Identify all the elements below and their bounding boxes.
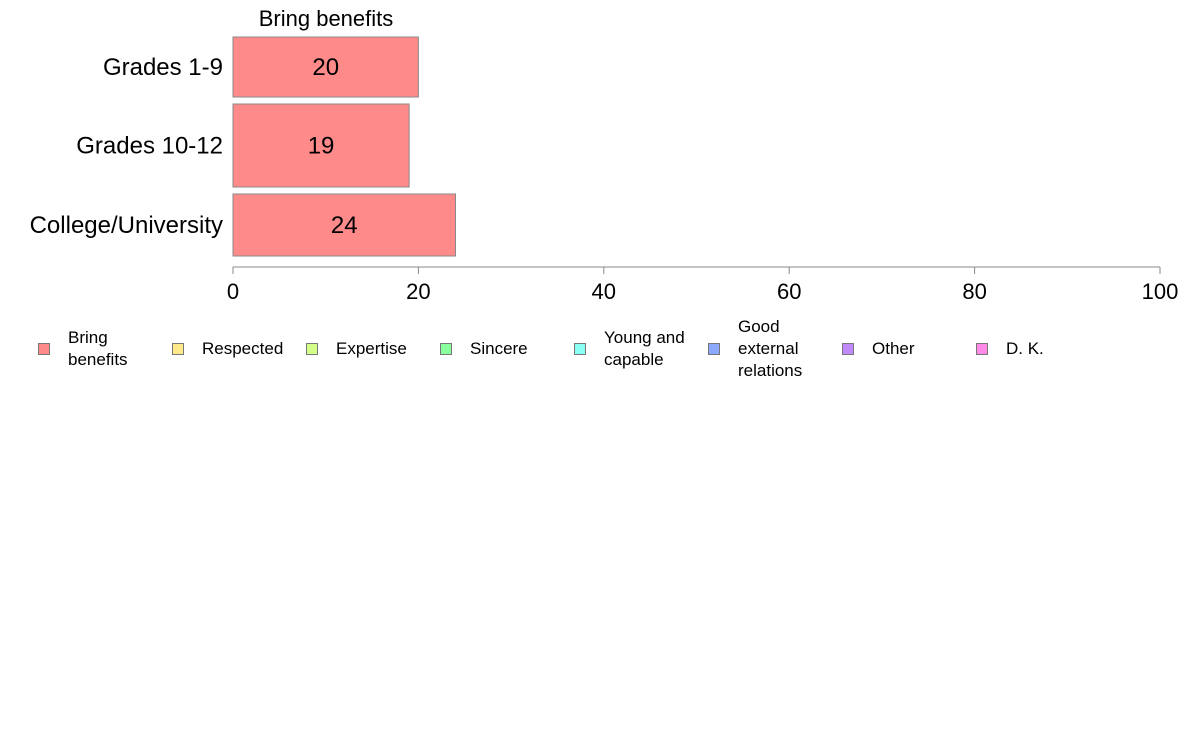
legend-label: Sincere — [470, 339, 528, 358]
legend-swatch — [38, 343, 50, 355]
x-axis: 0 20 40 60 80 100 — [227, 266, 1179, 304]
bars-group: 20 19 24 — [232, 36, 456, 257]
x-tick-label: 40 — [592, 279, 616, 304]
bar — [232, 103, 410, 188]
legend-swatch — [440, 343, 452, 355]
legend: Bring benefits Respected Expertise Sincere Y… — [38, 316, 1168, 386]
legend-label: Young and capable — [604, 328, 685, 369]
legend-item: Respected — [172, 316, 283, 382]
legend-swatch — [172, 343, 184, 355]
x-tick-label: 100 — [1142, 279, 1179, 304]
legend-label: Respected — [202, 339, 284, 358]
category-label: Grades 10-12 — [76, 133, 223, 160]
chart-title: Bring benefits — [259, 6, 394, 31]
legend-item: Young and capable — [574, 316, 699, 382]
legend-label: D. K. — [1006, 339, 1044, 358]
bar-value-label: 19 — [308, 133, 335, 160]
legend-swatch — [842, 343, 854, 355]
legend-swatch — [976, 343, 988, 355]
x-tick-label: 20 — [406, 279, 430, 304]
legend-item: Expertise — [306, 316, 407, 382]
legend-item: Bring benefits — [38, 316, 163, 382]
bar — [232, 193, 456, 257]
x-tick-label: 0 — [227, 279, 239, 304]
legend-item: Sincere — [440, 316, 528, 382]
category-labels: Grades 1-9 Grades 10-12 College/University — [30, 54, 223, 239]
legend-item: Good external relations — [708, 316, 833, 382]
category-label: College/University — [30, 212, 223, 239]
bar-value-label: 24 — [331, 212, 358, 239]
x-tick-label: 60 — [777, 279, 801, 304]
legend-label: Other — [872, 339, 915, 358]
bar — [232, 36, 419, 98]
category-label: Grades 1-9 — [103, 54, 223, 81]
legend-label: Good external relations — [738, 317, 803, 380]
legend-swatch — [574, 343, 586, 355]
legend-label: Bring benefits — [68, 328, 128, 369]
legend-swatch — [708, 343, 720, 355]
x-tick-label: 80 — [962, 279, 986, 304]
bar-value-label: 20 — [312, 54, 339, 81]
legend-item: Other — [842, 316, 915, 382]
legend-label: Expertise — [336, 339, 407, 358]
legend-item: D. K. — [976, 316, 1044, 382]
legend-swatch — [306, 343, 318, 355]
